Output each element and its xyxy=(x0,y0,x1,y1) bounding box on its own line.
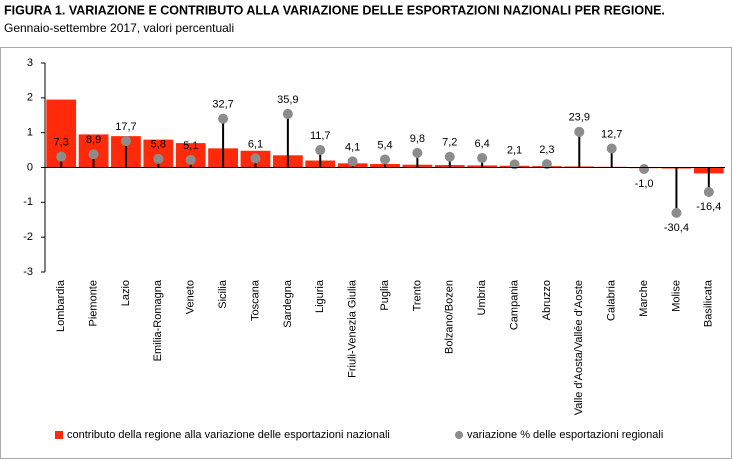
x-tick-label: Marche xyxy=(638,280,650,317)
dot xyxy=(606,143,617,154)
data-label: 11,7 xyxy=(310,130,331,142)
dot xyxy=(347,156,358,167)
dot xyxy=(574,126,585,137)
x-tick-label: Umbria xyxy=(476,279,488,315)
chart-subtitle: Gennaio-settembre 2017, valori percentua… xyxy=(4,21,234,35)
dot xyxy=(282,108,293,119)
y-tick-label: -1 xyxy=(23,196,33,208)
x-tick-label: Piemonte xyxy=(87,280,99,326)
x-tick-label: Sardegna xyxy=(282,279,294,328)
legend-swatch xyxy=(55,431,63,439)
x-tick-label: Friuli-Venezia Giulia xyxy=(347,279,359,378)
dot xyxy=(120,136,131,147)
data-label: 5,4 xyxy=(377,139,392,151)
x-tick-label: Veneto xyxy=(185,280,197,314)
dot xyxy=(88,149,99,160)
dot xyxy=(153,153,164,164)
dot xyxy=(412,147,423,158)
x-tick-label: Puglia xyxy=(379,279,391,310)
dot xyxy=(380,154,390,165)
dot xyxy=(444,151,455,162)
dot xyxy=(315,145,326,156)
data-label: 35,9 xyxy=(277,94,298,106)
y-tick-label: -3 xyxy=(23,266,33,278)
data-label: 6,4 xyxy=(474,138,489,150)
dot xyxy=(56,151,67,162)
dot xyxy=(218,113,229,124)
dot xyxy=(639,163,650,174)
legend-label: variazione % delle esportazioni regional… xyxy=(467,429,663,441)
y-tick-label: 3 xyxy=(27,57,33,69)
x-tick-label: Lombardia xyxy=(55,279,67,332)
data-label: 8,9 xyxy=(86,134,101,146)
x-tick-label: Valle d'Aosta/Vallée d'Aoste xyxy=(573,280,585,415)
dot xyxy=(509,159,520,170)
x-tick-label: Trento xyxy=(411,280,423,311)
y-tick-label: 1 xyxy=(27,127,33,139)
data-label: 9,8 xyxy=(410,133,425,145)
x-tick-label: Abruzzo xyxy=(541,280,553,320)
data-label: -1,0 xyxy=(635,178,654,190)
x-tick-label: Emilia-Romagna xyxy=(152,279,164,361)
dot xyxy=(541,159,552,170)
data-label: 4,1 xyxy=(345,141,360,153)
data-label: 7,2 xyxy=(442,137,457,149)
data-label: 6,1 xyxy=(248,138,263,150)
x-tick-label: Campania xyxy=(508,279,520,330)
data-label: 12,7 xyxy=(601,128,622,140)
x-tick-label: Lazio xyxy=(120,280,132,306)
x-tick-label: Bolzano/Bozen xyxy=(444,280,456,354)
data-label: 5,1 xyxy=(183,140,198,152)
y-tick-label: 2 xyxy=(27,92,33,104)
data-label: 32,7 xyxy=(212,99,233,111)
data-label: 7,3 xyxy=(54,137,69,149)
legend-swatch xyxy=(455,431,463,439)
x-tick-label: Molise xyxy=(670,280,682,312)
chart-title: FIGURA 1. VARIAZIONE E CONTRIBUTO ALLA V… xyxy=(4,3,665,17)
data-label: 23,9 xyxy=(569,112,590,124)
legend-label: contributo della regione alla variazione… xyxy=(67,429,390,441)
y-tick-label: 0 xyxy=(27,161,33,173)
y-tick-label: -2 xyxy=(23,231,33,243)
data-label: 5,8 xyxy=(151,139,166,151)
dot xyxy=(703,186,714,197)
dot xyxy=(250,153,261,164)
data-label: 17,7 xyxy=(115,121,136,133)
data-label: 2,3 xyxy=(539,144,554,156)
data-label: -30,4 xyxy=(664,222,689,234)
dot xyxy=(671,207,682,218)
x-tick-label: Sicilia xyxy=(217,279,229,309)
x-tick-label: Basilicata xyxy=(703,279,715,327)
x-tick-label: Calabria xyxy=(606,279,618,321)
dot xyxy=(185,154,196,165)
x-tick-label: Liguria xyxy=(314,279,326,313)
frame xyxy=(0,47,732,459)
data-label: 2,1 xyxy=(507,144,522,156)
data-label: -16,4 xyxy=(696,201,721,213)
dot xyxy=(477,152,488,163)
x-tick-label: Toscana xyxy=(249,279,261,321)
